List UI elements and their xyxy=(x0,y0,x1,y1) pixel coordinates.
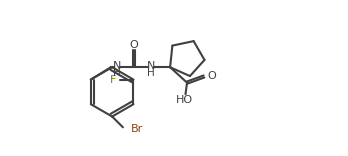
Text: H: H xyxy=(147,68,155,78)
Text: O: O xyxy=(129,40,138,50)
Text: N: N xyxy=(147,61,155,71)
Text: Br: Br xyxy=(130,124,143,134)
Text: HO: HO xyxy=(176,95,193,105)
Text: N: N xyxy=(113,61,121,71)
Text: O: O xyxy=(208,71,216,81)
Text: F: F xyxy=(109,75,116,85)
Text: H: H xyxy=(113,68,121,78)
